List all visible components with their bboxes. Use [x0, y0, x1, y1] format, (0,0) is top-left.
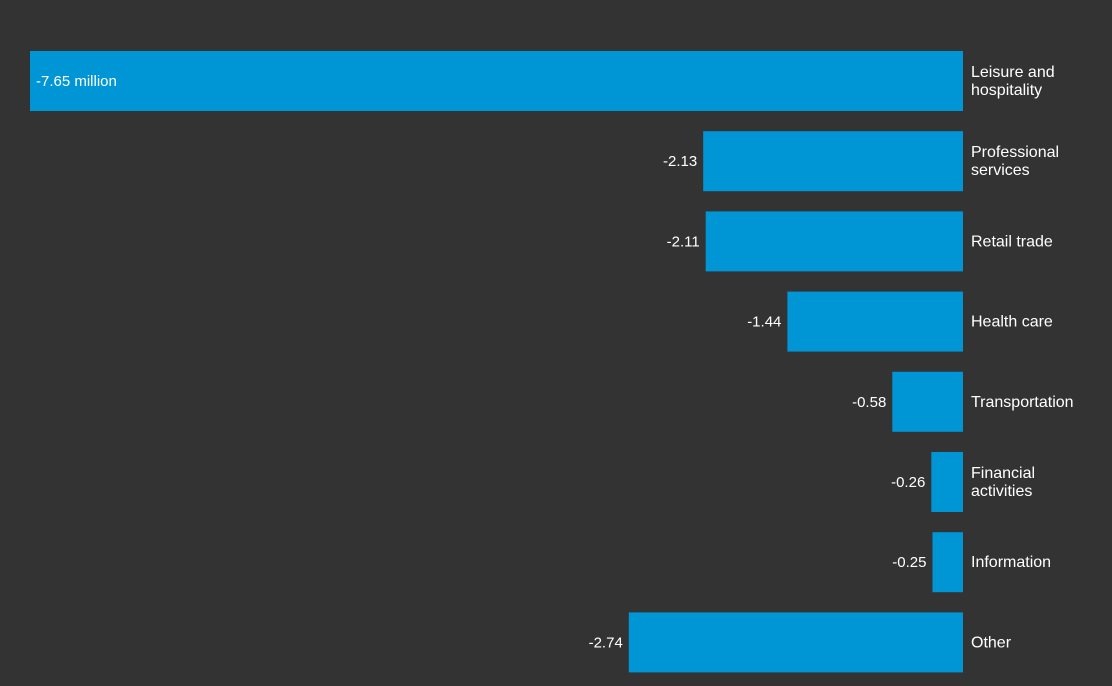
bar-value-label: -2.74 [589, 634, 623, 651]
category-label: Financial activities [971, 465, 1035, 500]
bar [787, 291, 963, 352]
category-label: Other [971, 634, 1012, 651]
bar-value-label: -7.65 million [36, 73, 117, 90]
bar [892, 371, 963, 432]
category-label-line: services [971, 162, 1030, 179]
bar [703, 131, 963, 192]
category-label-line: Information [971, 554, 1051, 571]
bars-group [30, 51, 963, 673]
category-label: Health care [971, 314, 1053, 331]
category-label: Professional services [971, 144, 1059, 179]
bar-value-label: -2.13 [663, 153, 697, 170]
category-label: Transportation [971, 394, 1074, 411]
bar [932, 532, 963, 593]
category-labels-group: Leisure and hospitality Professional servic… [971, 64, 1074, 651]
category-label-line: Retail trade [971, 233, 1053, 250]
category-label-line: Health care [971, 314, 1053, 331]
category-label-line: Transportation [971, 394, 1074, 411]
bar [628, 612, 963, 673]
bar-value-label: -0.26 [891, 474, 925, 491]
category-label-line: Other [971, 634, 1012, 651]
value-labels-group: -7.65 million -2.13 -2.11 -1.44 -0.58 -0.26 -0… [36, 73, 927, 651]
bar-value-label: -0.25 [892, 554, 926, 571]
category-label: Leisure and hospitality [971, 64, 1055, 99]
bar [30, 51, 963, 111]
bar-value-label: -0.58 [852, 394, 886, 411]
category-label-line: Leisure and [971, 64, 1055, 81]
category-label-line: activities [971, 483, 1032, 500]
bar [705, 211, 963, 272]
bar-value-label: -2.11 [667, 233, 700, 250]
category-label-line: Professional [971, 144, 1059, 161]
bar-value-label: -1.44 [747, 314, 781, 331]
category-label: Retail trade [971, 233, 1053, 250]
category-label-line: hospitality [971, 82, 1042, 99]
bar [931, 452, 963, 512]
category-label-line: Financial [971, 465, 1035, 482]
category-label: Information [971, 554, 1051, 571]
